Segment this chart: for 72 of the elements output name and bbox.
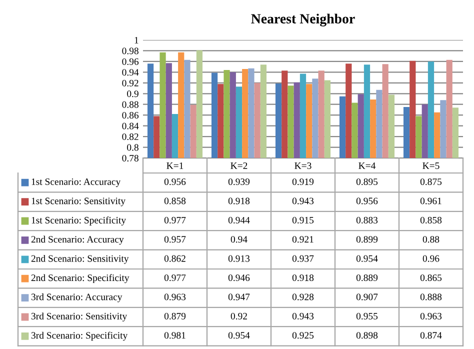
legend-label: 2nd Scenario: Accuracy — [31, 236, 124, 245]
data-label: 0.858 — [164, 198, 186, 204]
data-label: 0.919 — [292, 178, 314, 186]
data-label: 0.954 — [228, 332, 250, 339]
legend-label: 3rd Scenario: Specificity — [31, 332, 128, 341]
y-tick-label: 0.9 — [127, 90, 138, 98]
y-tick-label: 1 — [134, 36, 138, 44]
data-label: 0.879 — [164, 312, 186, 320]
data-label: 0.981 — [164, 332, 186, 339]
data-label: 0.918 — [228, 198, 250, 204]
data-label: 0.883 — [356, 216, 378, 224]
data-label: 0.955 — [356, 312, 378, 320]
data-label: 0.977 — [164, 274, 186, 282]
data-label: 0.94 — [230, 236, 248, 243]
data-label: 0.918 — [292, 274, 314, 282]
data-label: 0.956 — [356, 198, 378, 204]
legend-label: 3rd Scenario: Accuracy — [31, 293, 122, 302]
legend-label: 1st Scenario: Accuracy — [32, 178, 121, 188]
data-label: 0.895 — [356, 178, 378, 186]
x-tick-label: K=3 — [294, 162, 312, 170]
x-tick-label: K=2 — [230, 162, 248, 169]
data-label: 0.944 — [228, 216, 250, 224]
data-label: 0.88 — [422, 236, 440, 243]
data-label: 0.977 — [164, 216, 186, 224]
y-tick-label: 0.78 — [122, 154, 138, 162]
legend-label: 1st Scenario: Sensitivity — [32, 198, 126, 206]
data-label: 0.957 — [164, 236, 186, 243]
data-label: 0.961 — [420, 198, 442, 204]
y-tick-label: 0.86 — [122, 112, 139, 119]
data-label: 0.943 — [292, 198, 314, 204]
data-label: 0.915 — [292, 216, 314, 224]
x-tick-label: K=1 — [166, 162, 184, 169]
y-tick-label: 0.98 — [122, 48, 138, 54]
data-label: 0.898 — [356, 332, 378, 339]
data-label: 0.947 — [228, 294, 250, 300]
data-label: 0.925 — [292, 332, 314, 339]
data-label: 0.889 — [356, 274, 378, 282]
y-tick-label: 0.92 — [122, 80, 138, 86]
y-tick-label: 0.94 — [122, 69, 139, 76]
legend-label: 2nd Scenario: Sensitivity — [31, 254, 129, 264]
data-label: 0.888 — [420, 294, 442, 300]
data-label: 0.858 — [420, 216, 442, 224]
y-tick-label: 0.96 — [122, 58, 139, 65]
x-tick-label: K=4 — [358, 162, 376, 169]
data-label: 0.921 — [292, 236, 314, 243]
data-label: 0.963 — [420, 312, 442, 320]
data-label: 0.928 — [292, 294, 314, 300]
data-label: 0.899 — [356, 236, 378, 243]
y-tick-label: 0.84 — [122, 122, 139, 130]
data-label: 0.946 — [228, 274, 250, 282]
data-label: 0.96 — [422, 255, 440, 262]
data-label: 0.956 — [164, 178, 186, 186]
legend-label: 1st Scenario: Specificity — [32, 216, 126, 226]
data-label: 0.92 — [230, 312, 247, 320]
data-label: 0.874 — [420, 332, 442, 339]
data-label: 0.937 — [292, 255, 314, 262]
data-label: 0.913 — [228, 255, 250, 262]
y-tick-label: 0.82 — [122, 133, 138, 140]
data-label: 0.954 — [356, 255, 378, 262]
data-label: 0.939 — [228, 178, 250, 186]
y-tick-label: 0.88 — [122, 101, 138, 108]
chart-title: Nearest Neighbor — [251, 14, 355, 26]
y-tick-label: 0.8 — [127, 144, 138, 151]
legend-label: 2nd Scenario: Specificity — [31, 274, 130, 284]
data-label: 0.963 — [164, 294, 186, 300]
x-tick-label: K=5 — [422, 162, 440, 170]
data-label: 0.865 — [420, 274, 442, 282]
data-label: 0.862 — [164, 255, 186, 262]
data-label: 0.907 — [356, 294, 378, 300]
data-label: 0.943 — [292, 312, 314, 320]
legend-label: 3rd Scenario: Sensitivity — [31, 312, 128, 322]
data-label: 0.875 — [420, 178, 442, 186]
